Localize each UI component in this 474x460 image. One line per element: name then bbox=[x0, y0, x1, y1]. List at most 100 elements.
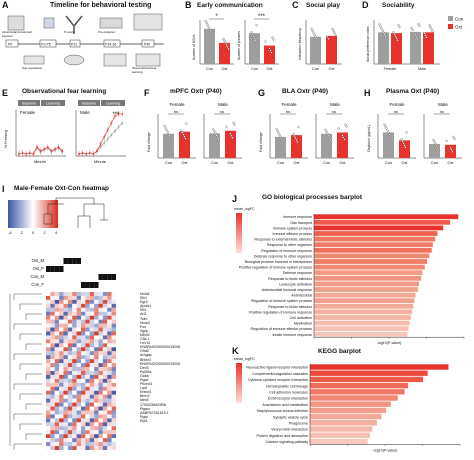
heatmap-cell bbox=[81, 418, 86, 423]
gene-label: Gabb bbox=[140, 373, 149, 378]
heatmap-cell bbox=[98, 371, 103, 375]
data-point bbox=[209, 29, 212, 32]
ns-label: ns bbox=[286, 110, 290, 114]
heatmap-cell bbox=[54, 315, 60, 320]
data-point bbox=[117, 126, 120, 128]
annotation-cell bbox=[89, 282, 95, 288]
legend-title: mean_logFC bbox=[234, 357, 255, 361]
gene-label: Derl3 bbox=[140, 365, 149, 370]
panel-title-d: Sociability bbox=[382, 2, 415, 9]
heatmap-cell bbox=[111, 426, 116, 431]
heatmap-cell bbox=[59, 406, 64, 411]
heatmap-cell bbox=[107, 398, 112, 403]
heatmap-cell bbox=[63, 355, 68, 360]
heatmap-cell bbox=[94, 307, 99, 312]
heatmap-cell bbox=[67, 382, 73, 387]
bar bbox=[314, 326, 409, 332]
heatmap-cell bbox=[59, 390, 64, 395]
gene-label: Klf4 bbox=[140, 308, 147, 313]
data-point bbox=[225, 43, 228, 46]
heatmap-cell bbox=[76, 438, 81, 443]
data-point bbox=[328, 136, 331, 139]
heatmap-cell bbox=[81, 398, 86, 403]
term-label: Response to biotic stimulus bbox=[268, 277, 312, 281]
data-point bbox=[163, 124, 166, 127]
data-point bbox=[227, 47, 230, 50]
data-point bbox=[39, 150, 42, 152]
legend-gradient bbox=[236, 213, 242, 253]
heatmap-cell bbox=[54, 430, 60, 435]
heatmap-cell bbox=[59, 343, 64, 348]
heatmap-cell bbox=[46, 327, 51, 332]
heatmap-cell bbox=[50, 426, 55, 431]
data-point bbox=[225, 125, 228, 128]
gene-label: Arhgap bbox=[140, 353, 152, 358]
heatmap-cell bbox=[81, 323, 86, 328]
heatmap-cell bbox=[98, 382, 103, 387]
heatmap-cell bbox=[81, 394, 86, 399]
data-point bbox=[414, 33, 417, 36]
heatmap-cell bbox=[76, 323, 81, 328]
heatmap-cell bbox=[98, 390, 103, 395]
heatmap-cell bbox=[89, 323, 95, 328]
heatmap-cell bbox=[89, 438, 95, 443]
data-point bbox=[337, 127, 340, 130]
chart-f: Fold change Female Con Oxt ns Male Con Oxt ns bbox=[147, 102, 242, 165]
data-point bbox=[110, 122, 113, 124]
heatmap-cell bbox=[63, 402, 68, 407]
term-label: Response to biotic stimulus bbox=[268, 305, 312, 309]
gene-label: Nr4a3 bbox=[140, 320, 150, 325]
heatmap-cell bbox=[98, 323, 103, 328]
heatmap-cell bbox=[85, 394, 90, 399]
heatmap-cell bbox=[50, 402, 55, 407]
data-point bbox=[388, 133, 391, 136]
annotation-row-label: Con_F bbox=[31, 282, 44, 287]
sex-label: Male bbox=[218, 102, 228, 107]
bar bbox=[209, 133, 220, 158]
heatmap-cell bbox=[59, 402, 64, 407]
heatmap-cell bbox=[85, 398, 90, 403]
phase-label: Learning bbox=[46, 102, 60, 106]
heatmap-cell bbox=[107, 390, 112, 395]
term-label: Protein digestion and absorption bbox=[256, 434, 308, 438]
y-axis-label: % Freezing bbox=[4, 130, 8, 148]
heatmap-cell bbox=[72, 378, 77, 383]
legend-title: mean_logFC bbox=[234, 207, 255, 211]
heatmap-cell bbox=[98, 355, 103, 360]
data-point bbox=[88, 152, 91, 154]
heatmap-cell bbox=[67, 327, 73, 332]
heatmap-cell bbox=[85, 371, 90, 375]
heatmap-cell bbox=[67, 351, 73, 356]
heatmap-cell bbox=[72, 319, 77, 324]
data-point bbox=[254, 39, 257, 42]
heatmap-cell bbox=[102, 299, 108, 304]
heatmap-cell bbox=[102, 394, 108, 399]
data-point bbox=[279, 135, 282, 138]
heatmap-cell bbox=[102, 323, 108, 328]
age-4: P40 bbox=[144, 43, 150, 47]
heatmap-cell bbox=[98, 367, 103, 371]
heatmap-cell bbox=[59, 292, 64, 296]
data-point bbox=[255, 24, 258, 27]
data-point bbox=[311, 29, 314, 32]
data-point bbox=[387, 131, 390, 134]
heatmap-cell bbox=[102, 331, 108, 336]
heatmap-cell bbox=[46, 434, 51, 439]
heatmap-cell bbox=[102, 386, 108, 391]
heatmap-cell bbox=[76, 386, 81, 391]
bar bbox=[445, 144, 456, 158]
heatmap-cell bbox=[89, 335, 95, 340]
heatmap-cell bbox=[102, 422, 108, 427]
heatmap-cell bbox=[46, 406, 51, 411]
gene-label: Gfra2 bbox=[140, 349, 149, 354]
heatmap-cell bbox=[46, 446, 51, 450]
panel-label-f: F bbox=[144, 88, 150, 98]
heatmap-cell bbox=[85, 367, 90, 371]
heatmap-cell bbox=[85, 438, 90, 443]
heatmap-cell bbox=[111, 394, 116, 399]
data-point bbox=[451, 150, 454, 153]
heatmap-cell bbox=[98, 359, 103, 364]
chart-b: Number of USVs Con Oxt * Number of phrases Co… bbox=[192, 14, 279, 71]
sex-label: Female bbox=[169, 102, 185, 107]
x-axis-label: -log10(P-value) bbox=[377, 341, 402, 345]
